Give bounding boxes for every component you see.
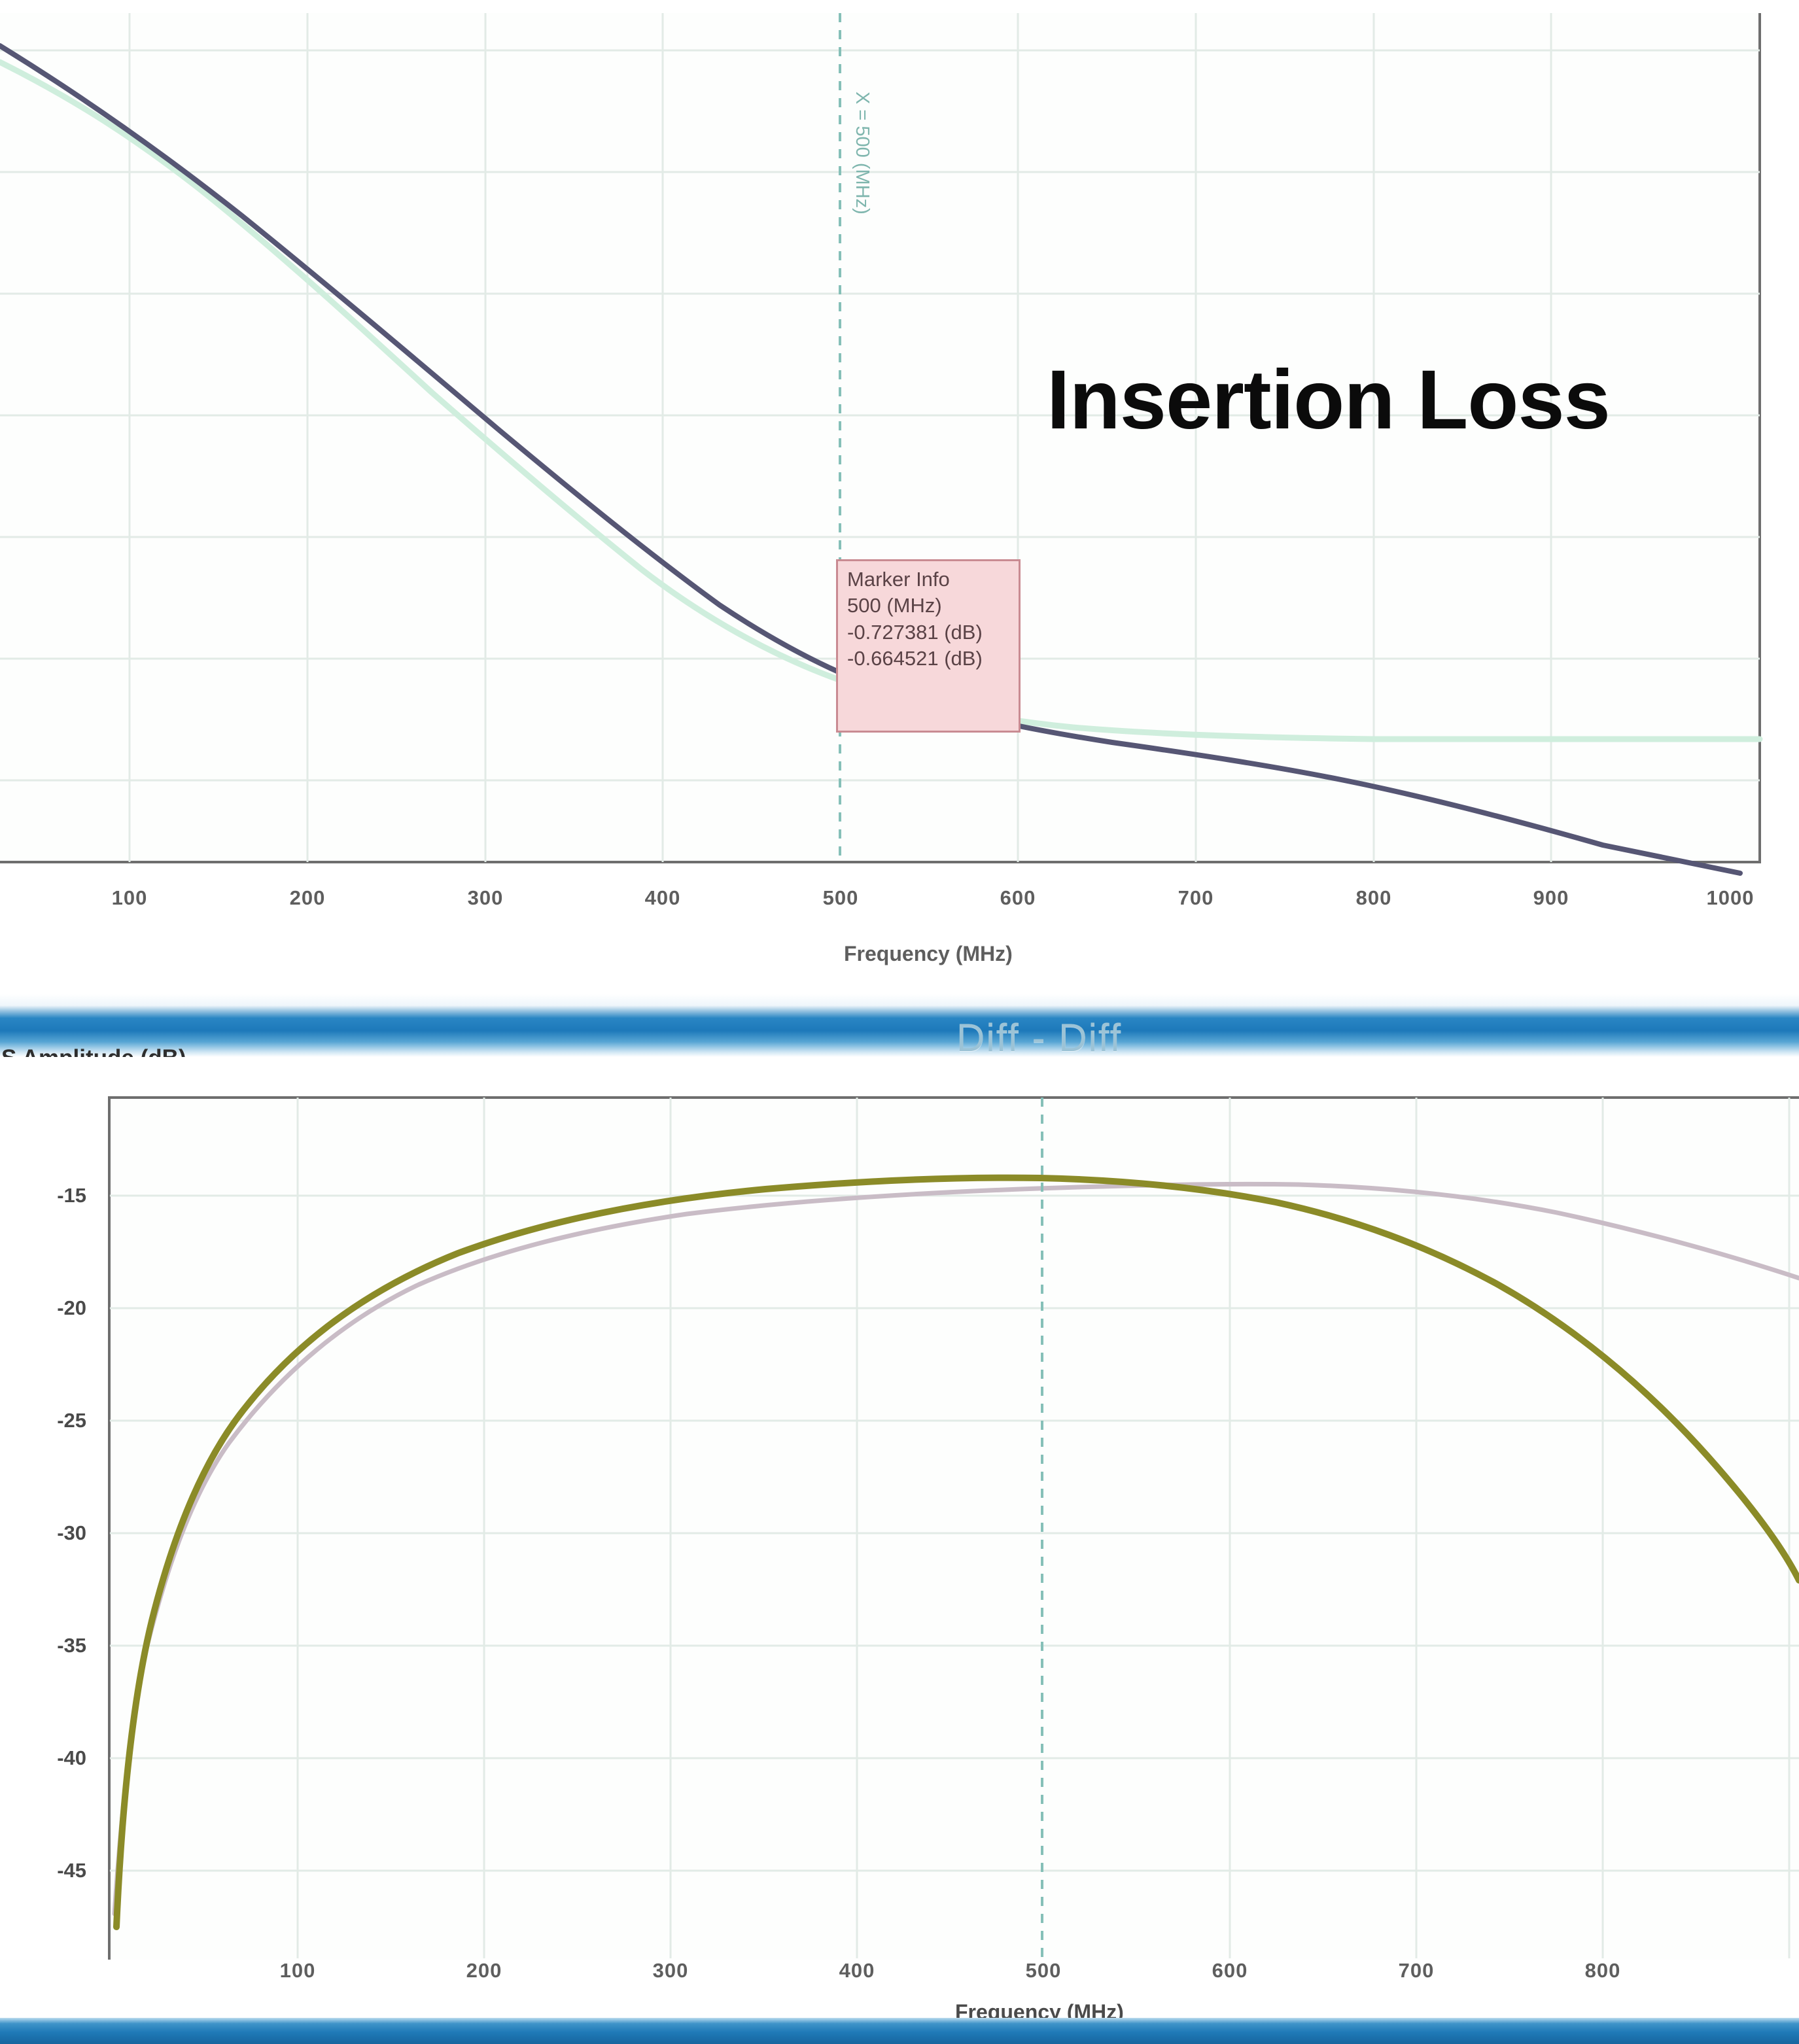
trace-olive [113,1174,1799,1930]
insertion-xaxis-title: Frequency (MHz) [844,942,1013,965]
chart-title-diff-diff: Diff - Diff [956,1016,1123,1060]
ytick--25: -25 [57,1409,86,1432]
marker-info-box-insertion[interactable]: Marker Info 500 (MHz) -0.727381 (dB) -0.… [836,559,1021,733]
return-xaxis-ticks: 100 200 300 400 500 600 700 800 [0,1959,1799,1998]
ytick--35: -35 [57,1634,86,1657]
xtick-400: 400 [839,1959,875,1982]
xtick-100: 100 [111,886,148,909]
horizontal-gridlines [110,1194,1799,1872]
marker-info-value-2: -0.664521 (dB) [847,646,983,670]
window-bottom-band [0,2018,1799,2044]
return-loss-chart[interactable] [0,1057,1799,1992]
xtick-700: 700 [1178,886,1214,909]
vertical-marker-label-insertion: X = 500 (MHz) [852,92,873,215]
xtick-600: 600 [1000,886,1036,909]
return-loss-panel: X = 500 (MHz) Return Loss Marker Info 50… [0,1057,1799,2002]
insertion-loss-panel: X = 500 (MHz) Insertion Loss Marker Info… [0,0,1799,994]
window-title-band [0,994,1799,1057]
xtick-300: 300 [467,886,504,909]
trace-dark-navy [0,43,1743,876]
ytick--20: -20 [57,1296,86,1319]
horizontal-gridlines [0,49,1760,782]
marker-info-value-1: -0.727381 (dB) [847,620,983,644]
xtick-800: 800 [1584,1959,1621,1982]
xtick-200: 200 [289,886,326,909]
ytick--30: -30 [57,1521,86,1544]
trace-pale-green [0,59,1763,742]
xtick-500: 500 [1025,1959,1062,1982]
ytick--15: -15 [57,1184,86,1207]
marker-info-title: Marker Info [847,568,950,591]
xtick-1000: 1000 [1706,886,1755,909]
ytick--45: -45 [57,1859,86,1882]
return-plot-frame [108,1096,1799,1960]
xtick-600: 600 [1212,1959,1248,1982]
ytick--40: -40 [57,1746,86,1769]
xtick-300: 300 [652,1959,689,1982]
vertical-gridlines [296,1098,1790,1958]
xtick-400: 400 [644,886,681,909]
xtick-500: 500 [822,886,859,909]
marker-info-frequency: 500 (MHz) [847,594,942,617]
xtick-200: 200 [466,1959,502,1982]
insertion-loss-annotation: Insertion Loss [1047,353,1611,447]
trace-mauve [112,1181,1799,1916]
xtick-700: 700 [1398,1959,1435,1982]
xtick-800: 800 [1355,886,1392,909]
return-yaxis-ticks: -15 -20 -25 -30 -35 -40 -45 [0,1057,111,1992]
xtick-100: 100 [279,1959,316,1982]
xtick-900: 900 [1533,886,1569,909]
insertion-xaxis-ticks: 100 200 300 400 500 600 700 800 900 1000 [0,886,1799,926]
insertion-loss-chart[interactable] [0,0,1799,876]
